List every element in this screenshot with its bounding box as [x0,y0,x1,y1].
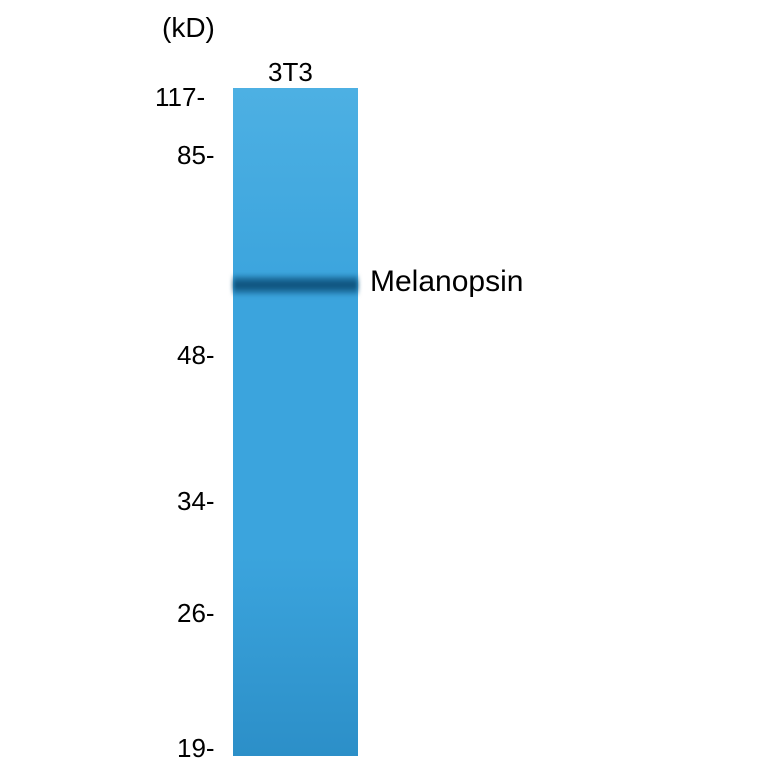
mw-marker-85: 85- [177,140,215,171]
melanopsin-band [233,275,358,295]
mw-marker-19: 19- [177,733,215,764]
kd-unit-label: (kD) [162,12,215,44]
mw-marker-117: 117- [155,82,205,113]
mw-marker-26: 26- [177,598,215,629]
western-blot-lane [233,88,358,756]
blot-container: (kD) 3T3 117- 85- 48- 34- 26- 19- Melanopsin [0,0,764,764]
mw-marker-48: 48- [177,340,215,371]
protein-label-melanopsin: Melanopsin [370,265,523,299]
lane-label-3t3: 3T3 [268,57,313,88]
mw-marker-34: 34- [177,486,215,517]
